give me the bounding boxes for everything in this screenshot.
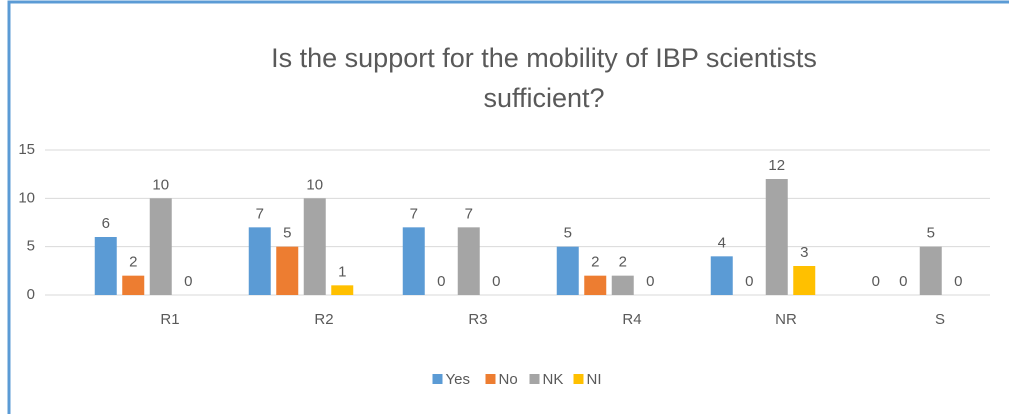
bar [793,266,816,295]
data-label: 4 [718,234,726,251]
data-label: 10 [306,176,323,193]
data-label: 0 [954,273,962,290]
x-tick-label: R3 [468,311,487,328]
data-label: 3 [800,244,808,261]
bar [710,256,733,295]
bar [149,198,172,295]
bar [122,275,145,295]
bar [248,227,271,295]
bar [276,246,299,295]
data-label: 0 [646,273,654,290]
legend-label: Yes [446,371,470,388]
data-label: 5 [927,225,935,242]
bar [611,275,634,295]
y-tick-label: 5 [27,238,35,255]
chart-border [7,0,1009,414]
data-label: 0 [872,273,880,290]
y-tick-label: 15 [18,141,35,158]
x-tick-label: R4 [622,311,641,328]
data-label: 1 [338,263,346,280]
x-tick-label: R2 [314,311,333,328]
x-tick-label: NR [775,311,797,328]
data-label: 6 [102,215,110,232]
bar [584,275,607,295]
legend-swatch [432,374,443,384]
data-label: 7 [410,205,418,222]
bar [303,198,326,295]
legend-label: No [499,371,518,388]
x-tick-label: S [935,311,945,328]
data-label: 0 [745,273,753,290]
bar [402,227,425,295]
data-label: 7 [256,205,264,222]
legend-swatch [529,374,540,384]
legend-swatch [485,374,496,384]
data-label: 2 [591,254,599,271]
bar [919,246,942,295]
bar [457,227,480,295]
data-label: 12 [768,157,785,174]
data-label: 5 [283,225,291,242]
data-label: 0 [492,273,500,290]
legend-swatch [573,374,584,384]
legend-label: NK [543,371,564,388]
data-label: 0 [437,273,445,290]
data-label: 0 [184,273,192,290]
chart-title: Is the support for the mobility of IBP s… [271,43,817,113]
bar [94,237,117,295]
data-label: 2 [129,254,137,271]
legend-label: NI [587,371,602,388]
bar [331,285,354,295]
x-tick-label: R1 [160,311,179,328]
data-label: 5 [564,225,572,242]
data-label: 7 [465,205,473,222]
y-tick-label: 0 [27,286,35,303]
data-label: 2 [619,254,627,271]
data-label: 0 [899,273,907,290]
data-label: 10 [152,176,169,193]
bar [556,246,579,295]
y-tick-label: 10 [18,189,35,206]
bar [765,179,788,295]
